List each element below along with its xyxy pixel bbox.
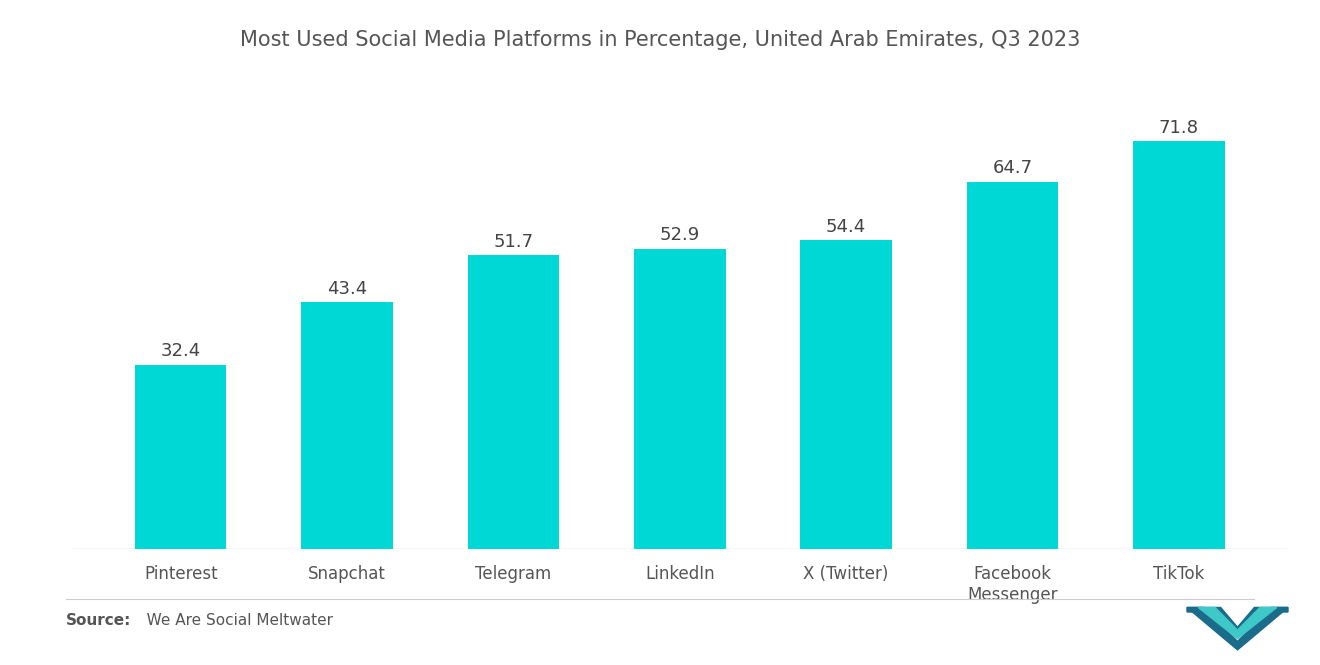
Text: 51.7: 51.7	[494, 233, 533, 251]
Bar	[1133, 142, 1225, 549]
Polygon shape	[1187, 608, 1288, 633]
Text: Most Used Social Media Platforms in Percentage, United Arab Emirates, Q3 2023: Most Used Social Media Platforms in Perc…	[240, 30, 1080, 50]
Text: 32.4: 32.4	[161, 342, 201, 360]
Text: 52.9: 52.9	[660, 226, 700, 244]
Text: 43.4: 43.4	[327, 280, 367, 298]
Bar	[634, 249, 726, 549]
Text: Source:: Source:	[66, 613, 132, 628]
Polygon shape	[1199, 608, 1276, 638]
Text: 71.8: 71.8	[1159, 119, 1199, 137]
Text: 64.7: 64.7	[993, 159, 1032, 177]
Bar	[966, 182, 1059, 549]
Text: 54.4: 54.4	[826, 217, 866, 235]
Bar	[135, 365, 227, 549]
Polygon shape	[1187, 608, 1288, 650]
Text: We Are Social Meltwater: We Are Social Meltwater	[132, 613, 333, 628]
Bar	[301, 303, 393, 549]
Bar	[467, 255, 560, 549]
Bar	[800, 240, 892, 549]
